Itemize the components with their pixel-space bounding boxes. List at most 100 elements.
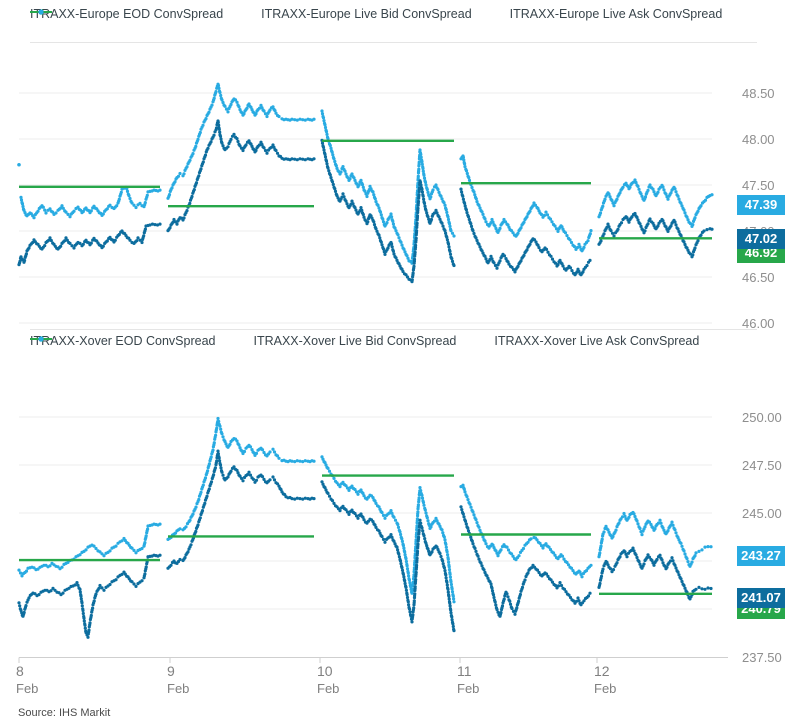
tick-dot [219, 93, 223, 98]
tick-dot [535, 568, 540, 572]
legend-item-eod[interactable]: ITRAXX-Xover EOD ConvSpread [30, 334, 216, 348]
tick-dot [22, 610, 26, 615]
tick-dot [421, 500, 426, 505]
dot-marker [38, 336, 44, 342]
tick-dot [158, 553, 162, 557]
tick-dot [216, 120, 220, 124]
legend-item-eod[interactable]: ITRAXX-Europe EOD ConvSpread [30, 7, 223, 21]
tick-dot [248, 445, 253, 449]
tick-dot [642, 562, 646, 566]
tick-dot [381, 537, 386, 542]
tick-dot [262, 450, 266, 455]
tick-dot [508, 602, 513, 606]
tick-dot [342, 195, 346, 199]
tick-dot [674, 531, 678, 535]
tick-dot [510, 265, 514, 269]
tick-dot [442, 566, 446, 570]
tick-dot [102, 588, 106, 592]
tick-dot [475, 238, 479, 243]
tick-dot [18, 604, 22, 608]
tick-dot [383, 516, 387, 520]
tick-dot [462, 515, 466, 519]
tick-dot [198, 130, 202, 135]
tick-dot [400, 568, 405, 572]
tick-dot [419, 152, 423, 156]
legend-item-ask[interactable]: ITRAXX-Europe Live Ask ConvSpread [38, 7, 722, 21]
tick-dot [398, 559, 403, 563]
tick-dot [502, 254, 507, 258]
tick-dot [671, 523, 675, 527]
y-axis-label: 245.00 [742, 505, 782, 521]
tick-dot [636, 184, 640, 188]
tick-dot [207, 487, 211, 491]
y-axis-label: 46.50 [742, 269, 775, 285]
tick-dot [690, 560, 694, 564]
tick-dot [408, 581, 412, 585]
tick-dot [446, 217, 451, 222]
y-axis-label: 250.00 [742, 409, 782, 425]
tick-dot [565, 234, 569, 238]
tick-dot [78, 553, 82, 557]
tick-dot [205, 494, 209, 498]
tick-dot [108, 582, 112, 587]
tick-dot [448, 249, 452, 253]
tick-dot [417, 160, 421, 164]
tick-dot [460, 190, 464, 194]
tick-dot [377, 529, 381, 533]
tick-dot [134, 205, 138, 210]
tick-dot [269, 145, 274, 149]
legend-item-bid[interactable]: ITRAXX-Xover Live Bid ConvSpread [38, 334, 456, 348]
tick-dot [484, 220, 488, 224]
tick-dot [341, 480, 345, 484]
tick-dot [387, 511, 392, 515]
tick-dot [143, 227, 147, 231]
tick-dot [412, 264, 416, 268]
tick-dot [448, 575, 452, 579]
tick-dot [274, 111, 278, 115]
tick-dot [178, 171, 182, 176]
tick-dot [390, 215, 394, 219]
tick-dot [277, 484, 281, 488]
tick-dot [445, 580, 449, 584]
tick-dot [27, 596, 31, 600]
tick-dot [450, 590, 455, 594]
tick-dot [416, 503, 420, 507]
tick-dot [449, 229, 453, 233]
y-axis-label: 237.50 [742, 649, 782, 665]
tick-dot [628, 185, 632, 189]
month-label: Feb [167, 681, 190, 696]
tick-dot [41, 205, 45, 209]
tick-dot [502, 217, 506, 222]
divider-middle [30, 329, 757, 330]
tick-dot [564, 590, 568, 594]
tick-dot [203, 153, 208, 157]
tick-dot [432, 211, 437, 215]
tick-dot [350, 508, 354, 512]
tick-dot [396, 525, 401, 530]
tick-dot [430, 550, 434, 554]
tick-dot [706, 586, 710, 590]
tick-dot [683, 211, 687, 215]
legend-xover: ITRAXX-Xover EOD ConvSpread ITRAXX-Xover … [30, 334, 699, 348]
tick-dot [327, 469, 332, 473]
tick-dot [492, 261, 496, 265]
tick-dot [477, 203, 481, 207]
tick-dot [429, 525, 433, 529]
legend-item-bid[interactable]: ITRAXX-Europe Live Bid ConvSpread [38, 7, 472, 21]
tick-dot [425, 211, 429, 215]
tick-dot [196, 137, 200, 141]
tick-dot [425, 544, 429, 548]
tick-dot [439, 554, 443, 559]
tick-dot [91, 606, 95, 610]
legend-item-ask[interactable]: ITRAXX-Xover Live Ask ConvSpread [38, 334, 699, 348]
tick-dot [447, 568, 452, 572]
tick-dot [209, 455, 213, 459]
tick-dot [521, 546, 526, 551]
tick-dot [86, 635, 90, 639]
tick-dot [446, 553, 450, 557]
tick-dot [232, 465, 236, 469]
tick-dot [330, 150, 334, 154]
tick-dot [405, 567, 410, 571]
tick-dot [621, 185, 625, 189]
tick-dot [415, 517, 419, 521]
